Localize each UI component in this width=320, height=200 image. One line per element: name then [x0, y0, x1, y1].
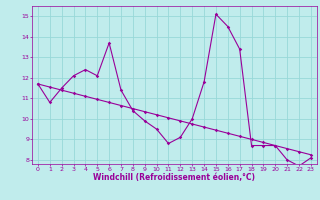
X-axis label: Windchill (Refroidissement éolien,°C): Windchill (Refroidissement éolien,°C)	[93, 173, 255, 182]
